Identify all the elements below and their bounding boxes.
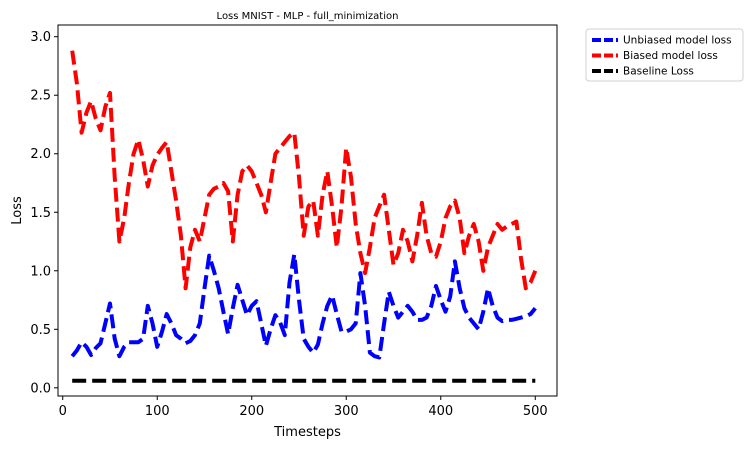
x-tick-label: 100 — [145, 404, 170, 419]
series-line-unbiased-model-loss — [70, 252, 537, 360]
y-tick-label: 1.5 — [30, 206, 51, 221]
y-tick-label: 0.0 — [30, 381, 51, 396]
legend: Unbiased model loss Biased model loss Base… — [585, 28, 744, 82]
x-tick-label: 400 — [428, 404, 453, 419]
legend-label-unbiased-model-loss: Unbiased model loss — [623, 35, 732, 47]
y-axis-label: Loss — [10, 196, 25, 225]
series-line-biased-model-loss — [70, 50, 538, 291]
y-tick-label: 2.5 — [30, 89, 51, 104]
x-tick-label: 200 — [239, 404, 264, 419]
y-tick-label: 2.0 — [30, 147, 51, 162]
x-tick-label: 0 — [59, 404, 67, 419]
y-tick-label: 3.0 — [30, 30, 51, 45]
chart-title: Loss MNIST - MLP - full_minimization — [217, 11, 399, 22]
plot-area-frame — [57, 24, 558, 397]
x-axis: 0 100 200 300 400 500 — [59, 396, 548, 419]
y-tick-label: 1.0 — [30, 264, 51, 279]
x-tick-label: 500 — [523, 404, 548, 419]
legend-label-biased-model-loss: Biased model loss — [623, 50, 718, 62]
legend-label-baseline-loss: Baseline Loss — [623, 66, 694, 78]
legend-frame — [585, 28, 744, 82]
x-tick-label: 300 — [334, 404, 359, 419]
y-tick-label: 0.5 — [30, 323, 51, 338]
x-axis-label: Timesteps — [273, 425, 341, 440]
y-axis: 0.0 0.5 1.0 1.5 2.0 2.5 3.0 — [30, 30, 58, 396]
